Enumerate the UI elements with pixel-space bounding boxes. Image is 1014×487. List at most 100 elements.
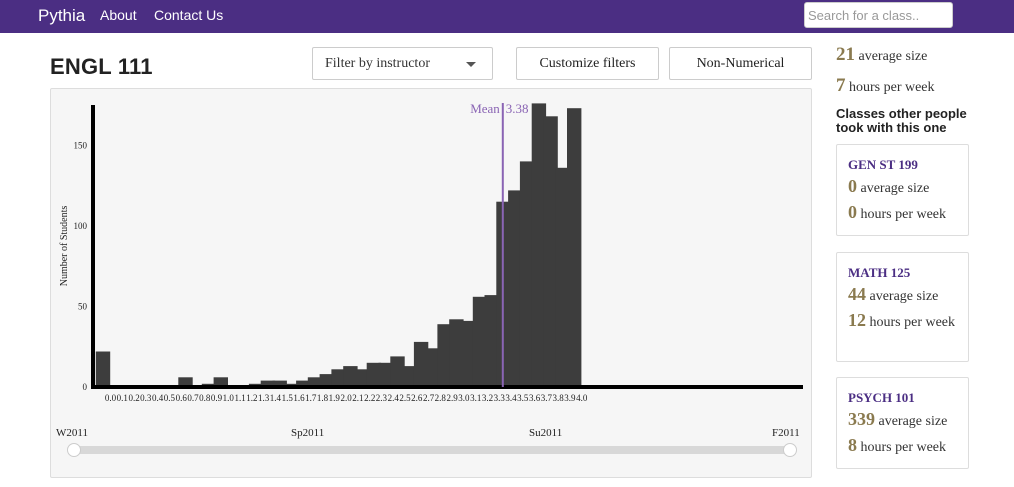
caret-down-icon: [466, 62, 476, 67]
chart-bar: [413, 341, 429, 387]
chart-bar: [484, 295, 499, 387]
y-tick-label: 0: [83, 382, 88, 392]
y-tick-label: 150: [74, 140, 88, 150]
x-tick-label: 2.5: [399, 393, 411, 403]
x-tick-label: 2.2: [364, 393, 375, 403]
x-tick-label: 0.0: [105, 393, 117, 403]
related-class-card[interactable]: GEN ST 199 0 average size 0 hours per we…: [836, 144, 969, 236]
related-classes-heading: Classes other people took with this one: [836, 106, 967, 135]
y-axis-label: Number of Students: [59, 206, 70, 287]
hours-stat: 7 hours per week: [836, 75, 935, 97]
chart-bar: [567, 108, 582, 387]
related-class-card[interactable]: PSYCH 101 339 average size 8 hours per w…: [836, 377, 969, 469]
hours-value: 7: [836, 75, 846, 96]
x-tick-label: 2.6: [411, 393, 423, 403]
y-tick-label: 50: [78, 301, 88, 311]
customize-filters-button[interactable]: Customize filters: [516, 47, 659, 80]
instructor-filter-label: Filter by instructor: [325, 56, 430, 71]
chart-bar: [437, 324, 452, 387]
page-title: ENGL 111: [50, 54, 153, 79]
chart-bar: [472, 296, 488, 387]
chart-bar: [555, 167, 570, 387]
chart-bar: [296, 380, 311, 387]
instructor-filter-dropdown[interactable]: Filter by instructor: [312, 47, 493, 80]
x-tick-label: 3.9: [564, 393, 576, 403]
chart-bar: [272, 380, 287, 387]
related-class-name[interactable]: PSYCH 101: [848, 390, 915, 405]
time-slider-label: Su2011: [529, 427, 562, 439]
related-class-avg-size-value: 339: [848, 409, 875, 429]
x-tick-label: 1.9: [329, 393, 341, 403]
chart-bar: [543, 116, 558, 388]
x-tick-label: 0.4: [152, 393, 164, 403]
related-class-hours-label: hours per week: [860, 207, 947, 222]
related-class-avg-size: 44 average size: [848, 284, 957, 307]
x-tick-label: 3.3: [494, 393, 506, 403]
related-class-avg-size: 0 average size: [848, 176, 957, 199]
x-tick-label: 1.4: [270, 393, 282, 403]
related-class-hours-label: hours per week: [869, 315, 956, 330]
chart-bar: [449, 319, 464, 387]
related-class-name[interactable]: MATH 125: [848, 265, 911, 280]
x-tick-label: 3.5: [517, 393, 529, 403]
related-class-avg-size-value: 0: [848, 176, 857, 196]
related-class-hours-value: 0: [848, 202, 857, 222]
x-tick-label: 2.7: [423, 393, 435, 403]
time-slider-start-handle[interactable]: [67, 443, 81, 457]
x-tick-label: 0.2: [128, 393, 139, 403]
x-tick-label: 0.1: [117, 393, 128, 403]
time-slider-end-handle[interactable]: [783, 443, 797, 457]
x-tick-label: 1.0: [223, 393, 235, 403]
x-tick-label: 3.1: [470, 393, 481, 403]
x-tick-label: 0.8: [199, 393, 211, 403]
nav-contact-link[interactable]: Contact Us: [154, 7, 224, 23]
navbar: Pythia About Contact Us: [0, 0, 1014, 33]
x-tick-label: 0.7: [187, 393, 199, 403]
chart-bar: [260, 380, 276, 387]
x-tick-label: 3.6: [529, 393, 541, 403]
hours-label: hours per week: [849, 80, 935, 95]
mean-label: Mean: [470, 101, 500, 116]
chart-bar: [378, 362, 393, 387]
time-slider-label: W2011: [56, 427, 88, 439]
mean-value: 3.38: [506, 101, 529, 116]
chart-bar: [402, 366, 417, 387]
x-tick-label: 3.7: [541, 393, 553, 403]
chart-bar: [319, 374, 334, 387]
related-class-avg-size-label: average size: [878, 414, 948, 429]
brand-logo[interactable]: Pythia: [38, 6, 86, 25]
chart-bar: [355, 369, 370, 387]
related-class-card[interactable]: MATH 125 44 average size 12 hours per we…: [836, 252, 969, 362]
related-class-avg-size-label: average size: [869, 289, 939, 304]
avg-size-value: 21: [836, 44, 855, 65]
chart-bar: [519, 161, 535, 387]
related-class-avg-size: 339 average size: [848, 409, 957, 432]
x-tick-label: 2.4: [388, 393, 400, 403]
chart-bar: [343, 366, 358, 387]
chart-bar: [178, 377, 193, 387]
x-tick-label: 0.9: [211, 393, 223, 403]
time-slider-label: Sp2011: [291, 427, 324, 439]
related-class-hours-label: hours per week: [860, 440, 947, 455]
chart-bar: [425, 348, 440, 387]
related-class-avg-size-value: 44: [848, 284, 866, 304]
related-class-avg-size-label: average size: [860, 181, 930, 196]
chart-bar: [508, 190, 523, 387]
chart-bar: [307, 377, 323, 387]
search-input[interactable]: [804, 2, 953, 28]
time-slider-label: F2011: [772, 427, 800, 439]
non-numerical-button[interactable]: Non-Numerical: [669, 47, 812, 80]
x-tick-label: 3.8: [552, 393, 564, 403]
related-class-name[interactable]: GEN ST 199: [848, 157, 918, 172]
related-class-hours: 8 hours per week: [848, 435, 957, 458]
nav-about-link[interactable]: About: [100, 7, 137, 23]
x-tick-label: 1.5: [282, 393, 294, 403]
x-tick-label: 0.5: [164, 393, 176, 403]
chart-bar: [213, 377, 228, 387]
x-tick-label: 2.3: [376, 393, 388, 403]
y-tick-label: 100: [74, 221, 88, 231]
related-class-hours-value: 8: [848, 435, 857, 455]
x-tick-label: 0.3: [140, 393, 152, 403]
time-slider-track: [74, 446, 790, 454]
